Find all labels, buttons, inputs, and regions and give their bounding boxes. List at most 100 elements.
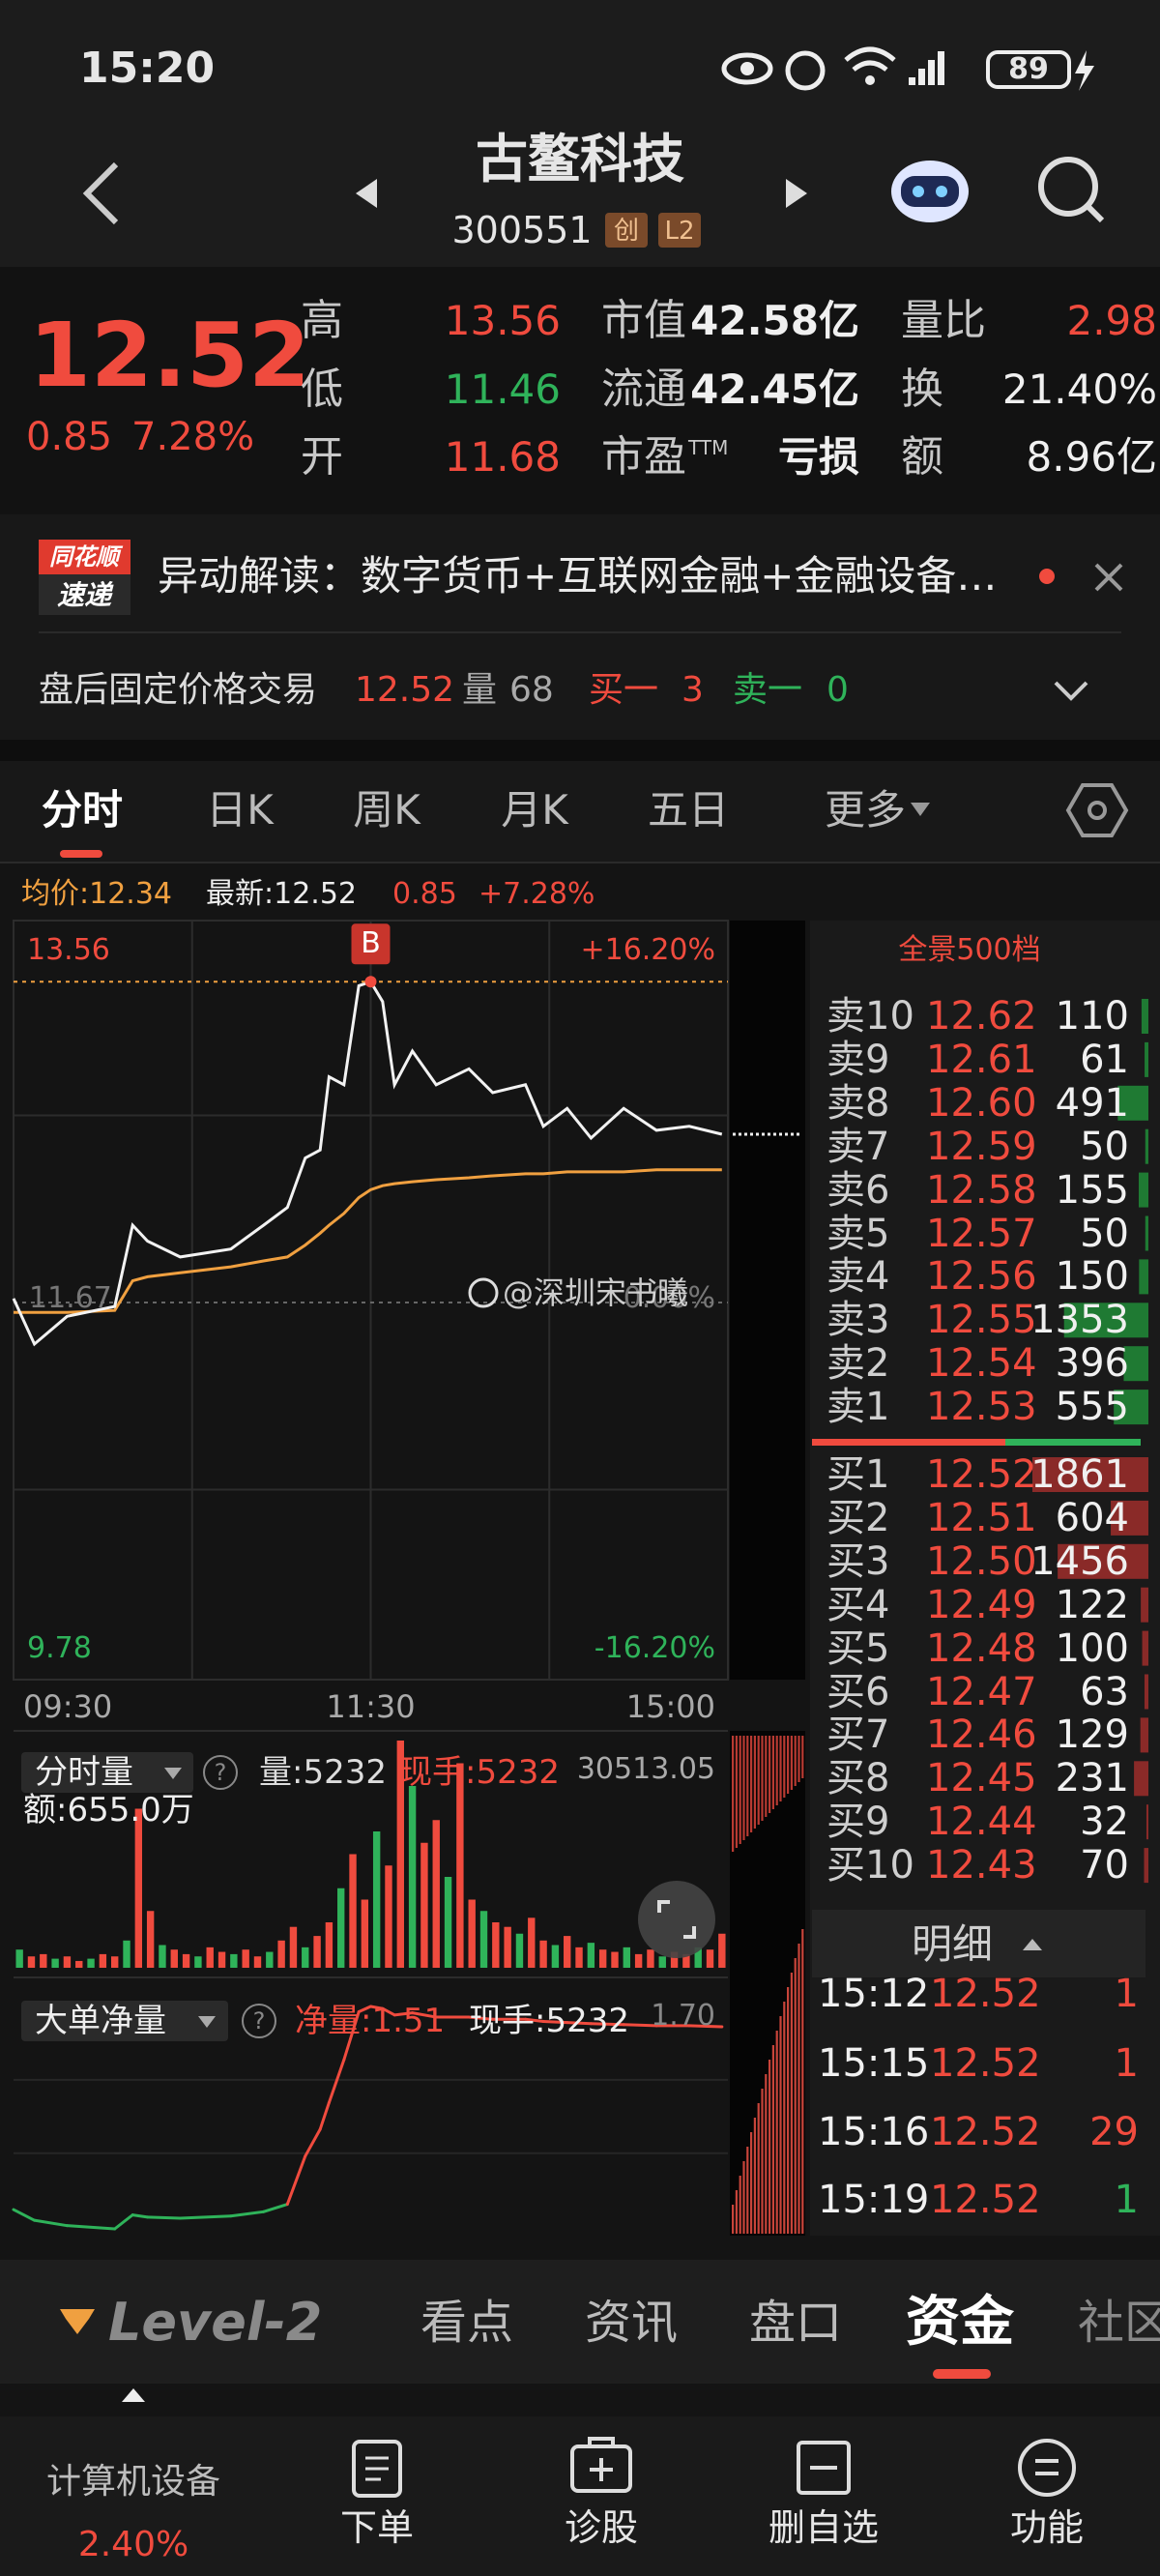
level-label: 买5	[826, 1625, 890, 1671]
search-button[interactable]	[1038, 157, 1098, 217]
selector-box[interactable]	[21, 2001, 228, 2041]
bottom-tab[interactable]: 社区	[1078, 2296, 1160, 2350]
news-logo: 速递	[56, 579, 112, 611]
help-icon[interactable]	[203, 1755, 238, 1790]
after-hours-bar	[750, 1736, 753, 1832]
zoom-button[interactable]	[657, 1900, 696, 1939]
nav-item[interactable]: 下单	[339, 2506, 415, 2549]
net-flow-line	[130, 2213, 150, 2219]
net-flow-line	[65, 2224, 117, 2231]
level-qty: 129	[1055, 1712, 1129, 1758]
after-hours-bar	[794, 1736, 797, 1786]
active-tab-indicator	[60, 850, 102, 858]
signal-icon	[938, 51, 944, 85]
level-price: 12.46	[926, 1712, 1037, 1758]
stat-value: 8.96亿	[1026, 433, 1157, 481]
chart-tab[interactable]: 分时	[41, 786, 124, 834]
volume-bar	[634, 1953, 643, 1968]
chart-tab[interactable]: 周K	[353, 786, 420, 834]
news-logo-top	[39, 540, 130, 574]
depth-bar	[1144, 1674, 1148, 1710]
bottom-tab[interactable]: 盘口	[748, 2296, 843, 2350]
chart-tab[interactable]: 日K	[206, 786, 274, 834]
level-label: 卖6	[826, 1167, 890, 1213]
flow-selector[interactable]: 大单净量	[35, 2002, 166, 2040]
high-dot	[364, 976, 377, 988]
level-price: 12.60	[926, 1080, 1037, 1126]
depth-bar	[1145, 1128, 1148, 1164]
level-label: 卖8	[826, 1080, 890, 1126]
unread-dot	[1039, 569, 1055, 584]
net-flow-line	[146, 2215, 182, 2220]
settings-button[interactable]	[1088, 801, 1107, 820]
depth-bar	[1139, 1259, 1148, 1295]
net-flow-line	[342, 2010, 361, 2062]
eye-icon	[721, 52, 773, 85]
after-hours-bar	[742, 2161, 745, 2234]
bottom-nav-bg	[0, 2416, 1160, 2576]
battery-icon	[986, 50, 1071, 89]
chart-tab[interactable]: 更多	[824, 786, 907, 834]
after-hours-bar	[775, 1736, 778, 1805]
after-hours-bar	[771, 1736, 774, 1809]
level-qty: 491	[1055, 1080, 1129, 1126]
bottom-tab[interactable]: 资讯	[584, 2296, 679, 2350]
sector-name[interactable]: 计算机设备	[45, 2462, 221, 2502]
y-tick-label: -16.20%	[594, 1631, 715, 1665]
stat-label: 额	[901, 432, 943, 482]
badge: 创	[613, 217, 640, 246]
volume-bar	[87, 1958, 95, 1968]
volume-bar	[528, 1917, 536, 1968]
volume-bar	[682, 1953, 690, 1968]
chart-tab[interactable]: 五日	[647, 786, 730, 834]
news-headline[interactable]: 异动解读：数字货币+互联网金融+金融设备…	[158, 552, 998, 600]
chart-tab[interactable]: 月K	[501, 786, 568, 834]
level2-tab[interactable]: Level-2	[108, 2292, 323, 2353]
level-qty: 1861	[1030, 1452, 1129, 1497]
close-button[interactable]	[1094, 563, 1123, 592]
stat-value: 亏损	[777, 433, 859, 481]
after-hours-bar	[783, 2002, 786, 2234]
bottom-tab[interactable]: 看点	[420, 2296, 514, 2350]
after-hours-bar	[783, 1736, 786, 1798]
expand-button[interactable]	[1054, 681, 1088, 701]
stat-label: 低	[301, 365, 343, 414]
level-price: 12.48	[926, 1625, 1037, 1671]
settings-button[interactable]	[1065, 783, 1129, 837]
after-hours-bar	[787, 1987, 790, 2234]
volume-bar	[718, 1933, 726, 1968]
volume-max: 30513.05	[576, 1752, 715, 1786]
volume-bar	[658, 1956, 666, 1968]
help-icon[interactable]	[242, 2004, 276, 2038]
volume-bar	[230, 1953, 238, 1968]
next-stock[interactable]	[786, 179, 807, 208]
net-flow-line	[411, 2011, 438, 2019]
trade-price: 12.52	[930, 1972, 1041, 2016]
prev-stock[interactable]	[356, 179, 377, 208]
y-tick-label: 9.78	[27, 1631, 92, 1665]
net-flow-line	[566, 2021, 593, 2026]
search-button[interactable]	[1085, 203, 1105, 223]
depth-bar	[1141, 1587, 1148, 1623]
selector-box[interactable]	[21, 1752, 193, 1793]
after-hours-label: 盘后固定价格交易	[39, 670, 318, 710]
nav-item[interactable]: 删自选	[768, 2506, 880, 2549]
level-price: 12.44	[926, 1800, 1037, 1845]
signal-icon	[918, 69, 925, 85]
net-flow-line	[622, 2023, 658, 2028]
nav-item[interactable]: 诊股	[564, 2506, 639, 2549]
level-qty: 155	[1055, 1167, 1129, 1213]
zoom-button[interactable]	[638, 1881, 715, 1958]
nav-item[interactable]: 功能	[1009, 2506, 1085, 2549]
after-hours-bar	[739, 1736, 741, 1844]
badge: L2	[664, 217, 695, 246]
back-button[interactable]	[82, 161, 119, 225]
level-label: 买3	[826, 1538, 890, 1584]
depth-bar	[1114, 1390, 1148, 1425]
net-flow-line	[318, 2101, 331, 2131]
volume-selector[interactable]: 分时量	[35, 1753, 133, 1792]
bottom-tab[interactable]: 资金	[906, 2291, 1014, 2354]
trades-title[interactable]: 明细	[911, 1920, 994, 1968]
dropdown-arrow	[198, 2016, 216, 2028]
avg-price-line	[14, 1168, 722, 1314]
